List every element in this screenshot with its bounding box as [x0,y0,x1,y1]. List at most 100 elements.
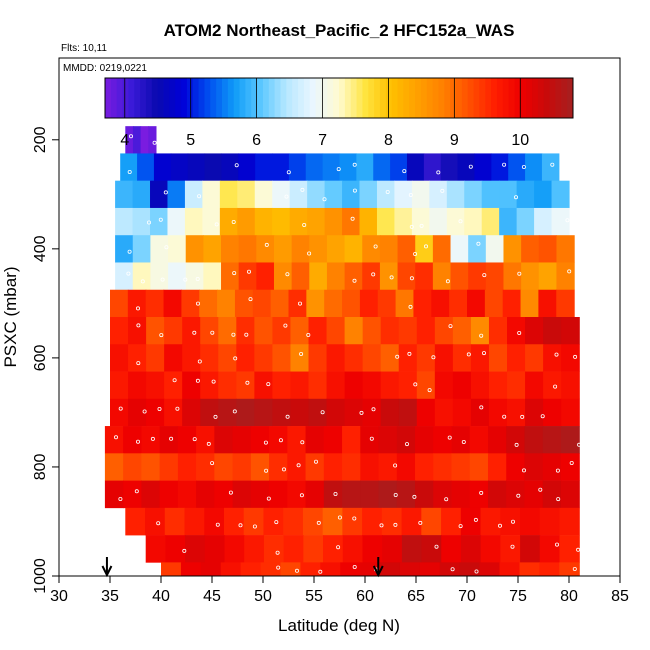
heat-cell [110,344,129,372]
heat-cell [305,153,324,181]
heat-cell [182,398,201,427]
heat-cell [342,207,361,236]
heat-cell [324,207,343,236]
heat-cell [416,398,436,427]
colorbar-segment [262,78,270,118]
sample-point [479,405,484,410]
heat-cell [326,317,346,345]
heat-cell [525,344,544,372]
heat-cell [161,562,182,577]
heat-cell [164,371,183,400]
heat-cell [200,344,219,372]
colorbar-segment [257,78,264,118]
sample-point [450,567,455,572]
heat-cell [401,535,423,563]
heat-cell [441,535,462,563]
heat-cell [289,207,308,236]
sample-point [577,442,582,447]
sample-point [482,273,487,278]
heat-cell [243,507,265,536]
heat-cell [520,535,541,563]
heat-cell [539,535,561,563]
y-tick-label: 200 [32,126,49,153]
heat-cell [163,289,182,318]
heat-cell [542,480,562,509]
sample-point [423,244,428,249]
heat-cell [503,235,522,263]
sample-point [286,170,291,175]
heat-cell [323,480,343,509]
heat-cell [110,398,129,427]
colorbar-segment [432,78,439,118]
heat-cell [150,235,169,263]
heat-cell [520,507,541,536]
x-tick-label: 30 [50,588,68,605]
colorbar-segment [134,78,141,118]
heat-cell [362,344,382,372]
heat-cell [196,453,215,481]
heat-cell [431,289,450,318]
colorbar-segment [268,78,276,118]
sample-point [300,440,305,445]
colorbar-segment [274,78,281,118]
heat-cell [452,344,472,372]
colorbar-segment [356,78,363,118]
sample-point [195,276,200,281]
heat-cell [182,317,201,345]
colorbar-segment [461,78,469,118]
heat-cell [254,317,274,345]
heat-cell [177,426,197,454]
heat-cell [362,398,382,427]
heat-cell [415,426,434,454]
heat-cell [218,317,237,345]
colorbar-segment [426,78,434,118]
sample-point [393,492,398,497]
heat-cell [238,262,257,291]
heat-cell [344,262,363,291]
x-tick-label: 70 [458,588,476,605]
sample-point [440,188,445,193]
colorbar-segment [175,78,182,118]
heat-cell [204,535,226,563]
sample-point [195,301,200,306]
x-tick-label: 40 [152,588,170,605]
colorbar-segment [397,78,404,118]
sample-point [276,565,281,570]
heat-cell [291,262,310,291]
sample-point [461,439,466,444]
colorbar-segment [485,78,492,118]
heat-cell [415,235,434,263]
heat-cell [153,153,172,181]
heat-cell [185,262,204,291]
heat-cell [441,507,462,536]
chart-title: ATOM2 Northeast_Pacific_2 HFC152a_WAS [164,21,515,40]
heat-cell [359,207,378,236]
heat-cell [538,289,557,318]
heat-cell [449,289,468,318]
sample-point [517,271,522,276]
heat-cell [450,262,469,291]
heat-cell [380,562,401,577]
colorbar-segment [210,78,217,118]
heat-cell [272,180,291,209]
heat-cell [339,153,357,181]
heat-cell [395,289,415,318]
heat-cell [148,126,157,154]
heat-cell [378,426,398,454]
sample-point [136,361,141,366]
heat-cell [132,262,151,291]
heat-cell [362,235,381,263]
sample-point [192,330,197,335]
colorbar-segment [526,78,533,118]
sample-point [445,279,450,284]
heat-cell [159,480,179,509]
heat-cell [543,344,562,372]
heat-cell [199,289,218,318]
heat-cell [167,207,186,236]
heat-cell [415,453,434,481]
colorbar-frame [104,77,574,119]
heat-cell [525,371,544,400]
heat-cell [221,262,240,291]
heat-cell [308,371,328,400]
heat-cell [502,289,522,318]
